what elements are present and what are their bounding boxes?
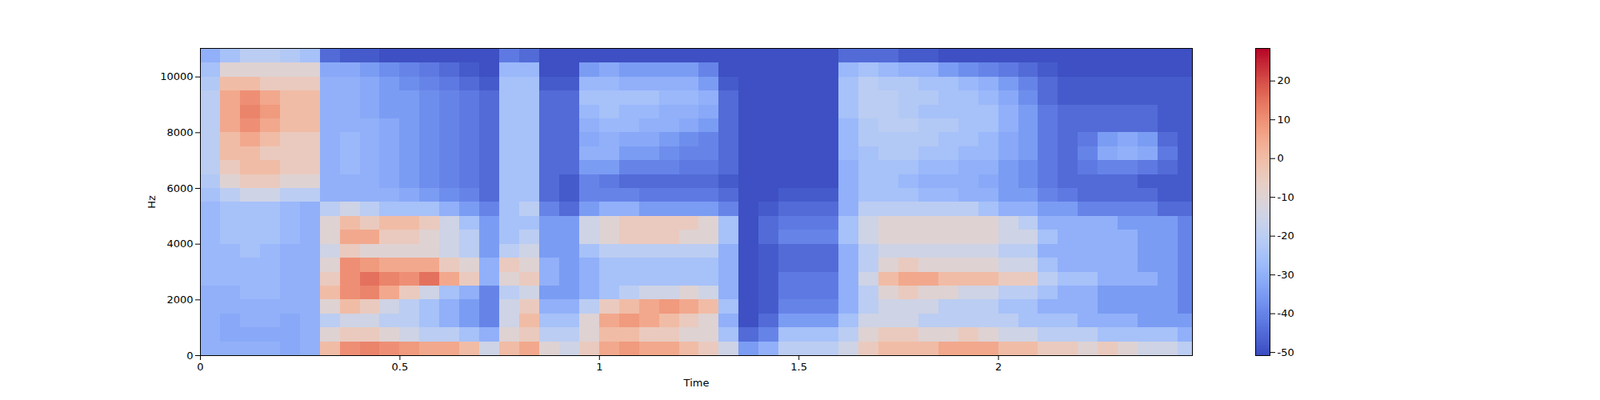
svg-text:-40: -40 — [1277, 307, 1295, 320]
svg-text:4000: 4000 — [166, 237, 193, 250]
svg-text:1: 1 — [596, 360, 603, 373]
svg-text:20: 20 — [1277, 74, 1292, 87]
svg-text:0: 0 — [186, 349, 193, 362]
svg-text:-30: -30 — [1277, 268, 1295, 281]
svg-text:10: 10 — [1277, 113, 1292, 126]
svg-text:1.5: 1.5 — [790, 360, 808, 373]
svg-text:-50: -50 — [1277, 346, 1295, 359]
svg-text:6000: 6000 — [166, 182, 193, 195]
svg-text:8000: 8000 — [166, 126, 193, 139]
svg-text:Time: Time — [683, 376, 710, 389]
svg-text:0.5: 0.5 — [392, 360, 409, 373]
svg-text:2: 2 — [995, 360, 1002, 373]
svg-text:-20: -20 — [1277, 229, 1295, 242]
svg-text:0: 0 — [1277, 152, 1284, 164]
svg-text:10000: 10000 — [160, 70, 193, 83]
svg-text:2000: 2000 — [166, 293, 193, 306]
svg-text:0: 0 — [196, 360, 204, 373]
svg-text:Hz: Hz — [145, 195, 158, 209]
svg-text:-10: -10 — [1277, 191, 1295, 204]
